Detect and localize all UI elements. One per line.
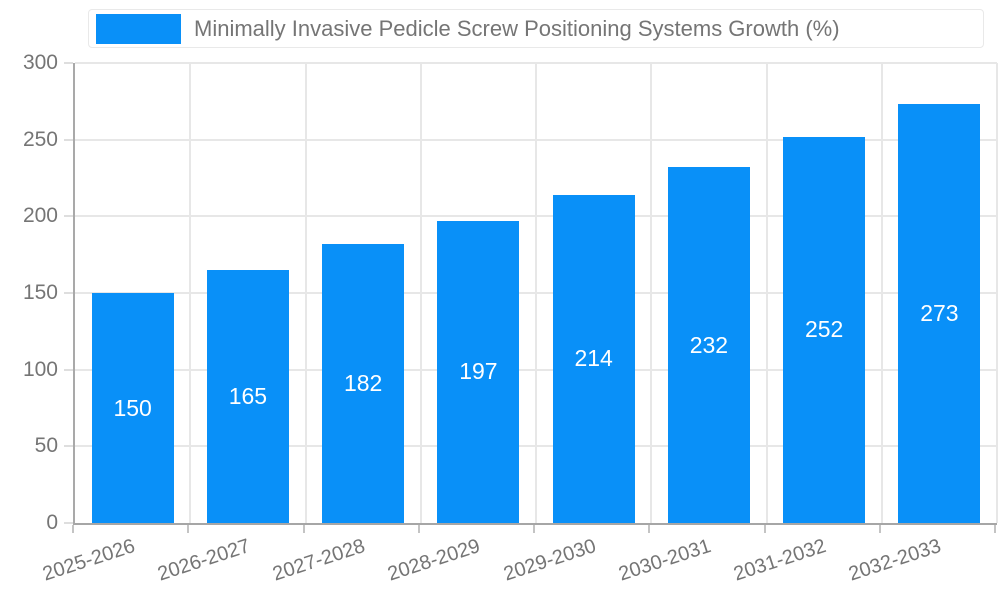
bar-value-label: 197 bbox=[459, 358, 498, 385]
y-axis-label: 150 bbox=[22, 281, 58, 304]
bar: 165 bbox=[206, 270, 289, 523]
bar: 182 bbox=[322, 243, 405, 523]
v-gridline bbox=[650, 63, 653, 523]
y-axis-label: 200 bbox=[22, 204, 58, 228]
y-axis-label: 300 bbox=[22, 51, 58, 74]
y-axis-tick bbox=[64, 445, 73, 448]
x-axis-tick bbox=[417, 525, 420, 533]
legend: Minimally Invasive Pedicle Screw Positio… bbox=[88, 9, 984, 48]
x-axis-tick bbox=[878, 525, 881, 533]
x-axis-tick bbox=[763, 525, 766, 533]
bar: 232 bbox=[667, 167, 750, 523]
v-gridline bbox=[419, 63, 422, 523]
y-axis-tick bbox=[64, 292, 73, 294]
x-axis-tick bbox=[72, 525, 74, 533]
y-axis-tick bbox=[64, 215, 73, 218]
y-axis-label: 0 bbox=[46, 511, 58, 534]
v-gridline bbox=[189, 63, 192, 523]
bar: 252 bbox=[783, 136, 866, 523]
y-axis-tick bbox=[64, 368, 73, 371]
v-gridline bbox=[304, 63, 307, 523]
y-axis-tick bbox=[64, 138, 73, 141]
y-axis-label: 50 bbox=[34, 434, 58, 458]
bar-value-label: 273 bbox=[920, 300, 959, 327]
chart-title: Minimally Invasive Pedicle Screw Positio… bbox=[194, 15, 840, 41]
v-gridline bbox=[880, 63, 883, 523]
v-gridline bbox=[996, 63, 998, 523]
x-axis-tick bbox=[533, 525, 535, 533]
plot-area: 150 165 182 197 214 232 252 273 bbox=[73, 62, 998, 525]
y-axis-tick bbox=[64, 62, 73, 64]
bar: 273 bbox=[898, 104, 981, 523]
v-gridline bbox=[535, 63, 537, 523]
legend-swatch bbox=[96, 13, 181, 44]
x-axis-tick bbox=[648, 525, 651, 533]
bar: 197 bbox=[437, 220, 520, 523]
bar-value-label: 150 bbox=[113, 394, 152, 421]
legend-item[interactable]: Minimally Invasive Pedicle Screw Positio… bbox=[89, 13, 983, 44]
y-axis-tick bbox=[64, 522, 73, 524]
bar-value-label: 214 bbox=[574, 345, 613, 372]
y-axis-label: 100 bbox=[22, 357, 58, 381]
y-axis-label: 250 bbox=[22, 127, 58, 151]
bar-value-label: 252 bbox=[804, 316, 844, 343]
bar-value-label: 182 bbox=[343, 369, 383, 396]
x-axis-tick bbox=[302, 525, 305, 533]
v-gridline bbox=[765, 63, 768, 523]
x-axis-tick bbox=[994, 525, 996, 533]
bar-value-label: 232 bbox=[689, 331, 729, 358]
bar: 214 bbox=[552, 194, 635, 523]
bar: 150 bbox=[91, 293, 174, 523]
x-axis-tick bbox=[187, 525, 190, 533]
bar-value-label: 165 bbox=[228, 383, 268, 409]
